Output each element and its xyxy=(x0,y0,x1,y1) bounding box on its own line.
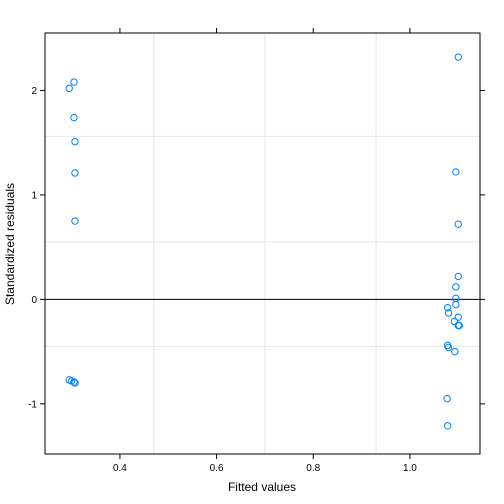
y-tick-label: -1 xyxy=(28,399,37,410)
y-axis: -1 0 1 2 xyxy=(28,86,485,410)
x-tick-label: 0.6 xyxy=(210,463,224,474)
data-point xyxy=(454,220,462,228)
data-point xyxy=(443,422,452,430)
data-point xyxy=(70,378,78,386)
data-point xyxy=(71,137,79,146)
data-point xyxy=(452,168,460,176)
y-axis-title: Standardized residuals xyxy=(3,183,17,305)
data-point xyxy=(452,294,460,303)
data-point xyxy=(444,309,453,317)
data-point xyxy=(452,283,460,291)
x-tick-label: 0.8 xyxy=(306,463,320,474)
data-point xyxy=(71,217,79,225)
data-point xyxy=(450,317,459,326)
data-point xyxy=(443,304,452,312)
data-point xyxy=(455,321,463,330)
data-points xyxy=(65,53,463,430)
data-point xyxy=(70,113,78,122)
data-point xyxy=(65,84,73,93)
data-point xyxy=(451,347,459,356)
data-point xyxy=(71,169,79,177)
data-point xyxy=(71,379,79,387)
data-point xyxy=(452,300,460,309)
x-axis-title: Fitted values xyxy=(228,480,296,494)
data-point xyxy=(70,78,78,86)
x-axis: 0.4 0.6 0.8 1.0 xyxy=(113,28,417,474)
y-tick-label: 0 xyxy=(31,295,37,306)
data-point xyxy=(444,343,453,352)
x-tick-label: 1.0 xyxy=(403,463,417,474)
y-tick-label: 2 xyxy=(31,86,37,97)
data-point xyxy=(454,272,462,281)
grid-lines xyxy=(45,33,480,454)
plot-frame xyxy=(44,32,481,455)
data-point xyxy=(443,394,451,403)
data-point xyxy=(454,53,462,61)
y-tick-label: 1 xyxy=(31,190,37,201)
x-tick-label: 0.4 xyxy=(113,463,127,474)
data-point xyxy=(454,313,462,321)
